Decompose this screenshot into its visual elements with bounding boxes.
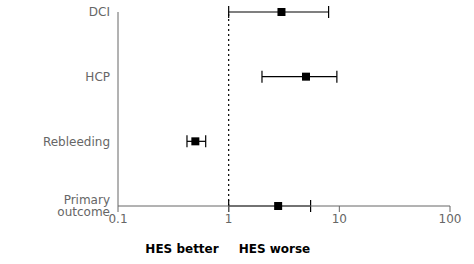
html-text:HES worse: HES worse — [238, 242, 311, 256]
svg-text:Primaryoutcome: Primaryoutcome — [57, 193, 110, 219]
svg-text:10: 10 — [332, 212, 347, 226]
html-text:HES better: HES better — [145, 242, 219, 256]
svg-text:100: 100 — [439, 212, 462, 226]
svg-text:HCP: HCP — [85, 70, 110, 84]
svg-text:DCI: DCI — [89, 5, 110, 19]
svg-text:0.1: 0.1 — [108, 212, 127, 226]
svg-text:1: 1 — [225, 212, 233, 226]
svg-text:Rebleeding: Rebleeding — [43, 135, 110, 149]
